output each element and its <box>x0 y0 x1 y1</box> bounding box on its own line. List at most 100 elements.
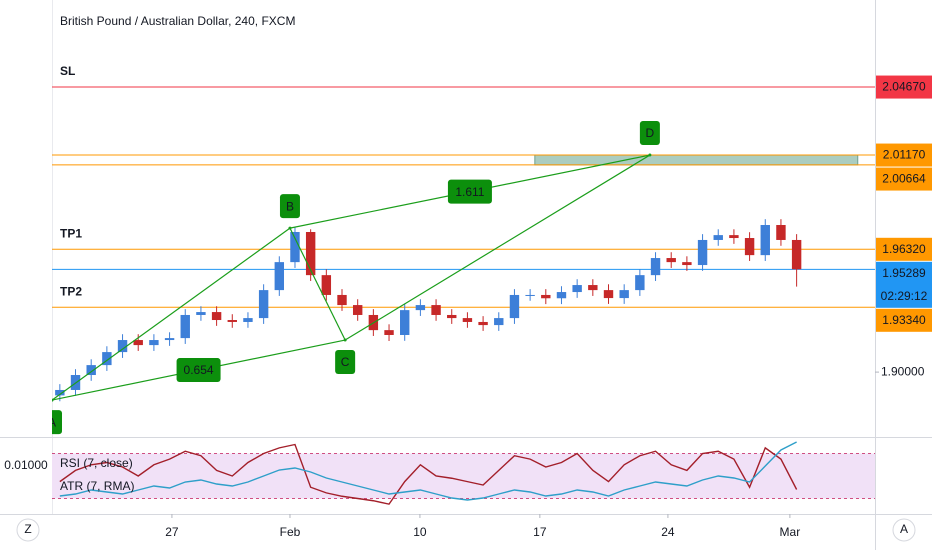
chart-title: British Pound / Australian Dollar, 240, … <box>60 14 295 28</box>
price-label-box <box>876 308 932 332</box>
x-tick-label: Mar <box>780 525 801 539</box>
candle-body <box>729 235 739 239</box>
candle-body <box>666 258 676 263</box>
ratio-label: 0.654 <box>184 363 214 377</box>
price-label: 2.01170 <box>883 148 926 162</box>
candle-body <box>760 225 770 256</box>
candle-body <box>86 365 96 376</box>
candle-body <box>352 305 363 315</box>
candle-body <box>227 320 237 322</box>
price-label: 2.00664 <box>882 172 926 186</box>
candle-body <box>478 321 488 326</box>
pattern-leg <box>344 154 651 341</box>
candle-body <box>415 305 426 311</box>
candle-body <box>744 238 755 256</box>
point-box <box>335 350 356 375</box>
candle-body <box>290 232 300 263</box>
point-label: C <box>341 355 350 369</box>
candle-body <box>258 290 269 319</box>
candle-body <box>274 262 285 291</box>
indicator-line <box>59 443 798 505</box>
candle-body <box>149 340 159 346</box>
candle-body <box>619 290 629 299</box>
candle-body <box>635 275 645 291</box>
price-label-box <box>876 237 932 261</box>
candle-body <box>713 235 723 240</box>
point-label: D <box>646 126 655 140</box>
x-tick-label: 24 <box>661 525 675 539</box>
price-label: 1.93340 <box>882 313 926 327</box>
countdown: 02:29:12 <box>881 289 928 303</box>
pattern-leg <box>52 227 291 401</box>
candle-body <box>462 318 473 322</box>
indicator-legend: RSI (7, close) <box>60 456 133 470</box>
pattern-point <box>52 398 54 402</box>
pattern-point <box>288 226 292 230</box>
pattern-point <box>648 153 652 157</box>
point-box <box>639 121 660 146</box>
price-label-box <box>876 143 932 167</box>
candle-body <box>791 239 802 270</box>
button-frame[interactable] <box>16 518 40 542</box>
candle-body <box>776 225 786 240</box>
candle-body <box>525 294 535 296</box>
price-label: 2.04670 <box>882 80 926 94</box>
candle-body <box>133 340 143 346</box>
rsi-band <box>52 453 875 499</box>
ratio-label: 1.611 <box>455 185 484 199</box>
pattern-point <box>343 338 347 342</box>
candle-body <box>305 232 316 276</box>
level-name: SL <box>60 64 75 78</box>
candle-body <box>117 340 128 353</box>
target-zone <box>534 154 859 166</box>
candle-body <box>588 285 598 291</box>
x-tick-label: 17 <box>533 525 547 539</box>
candle-body <box>55 389 65 396</box>
price-label-box <box>876 167 932 191</box>
candle-body <box>556 292 567 299</box>
y-tick-label: 1.90000 <box>881 364 925 378</box>
candle-body <box>697 239 708 266</box>
price-label-box <box>876 75 932 99</box>
candle-body <box>243 318 253 322</box>
toolbar-button[interactable]: A <box>900 522 908 536</box>
x-tick-label: 27 <box>165 525 179 539</box>
candle-body <box>180 314 190 339</box>
button-frame[interactable] <box>892 518 916 542</box>
indicator-legend: ATR (7, RMA) <box>60 479 134 493</box>
price-label: 1.96320 <box>882 242 926 256</box>
candle-body <box>102 352 112 366</box>
candle-body <box>603 290 614 299</box>
point-label: A <box>48 415 56 429</box>
indicator-tick-label: 0.01000 <box>4 458 48 472</box>
indicator-line <box>59 441 797 501</box>
candle-body <box>431 305 441 315</box>
candle-body <box>509 294 520 319</box>
candle-body <box>211 312 222 321</box>
candle-body <box>321 275 332 295</box>
pattern-leg <box>289 227 346 341</box>
candle-body <box>337 294 347 306</box>
candle-body <box>400 310 410 335</box>
candle-body <box>384 330 394 335</box>
point-label: B <box>286 199 294 213</box>
point-box <box>52 410 62 435</box>
candle-body <box>196 312 206 315</box>
ratio-box <box>176 358 221 383</box>
candle-body <box>447 314 457 319</box>
ratio-box <box>447 179 492 204</box>
toolbar-button[interactable]: Z <box>24 522 31 536</box>
candle-body <box>682 262 692 266</box>
point-box <box>279 194 300 219</box>
main-pane: 0.654 1.611 A B C D <box>48 86 875 435</box>
x-tick-label: 10 <box>413 525 427 539</box>
candle-body <box>541 294 551 299</box>
level-name: TP2 <box>60 284 82 298</box>
candle-body <box>572 285 582 293</box>
candle-body <box>494 318 504 326</box>
level-name: TP1 <box>60 226 82 240</box>
candle-body <box>650 258 661 276</box>
x-tick-label: Feb <box>280 525 301 539</box>
